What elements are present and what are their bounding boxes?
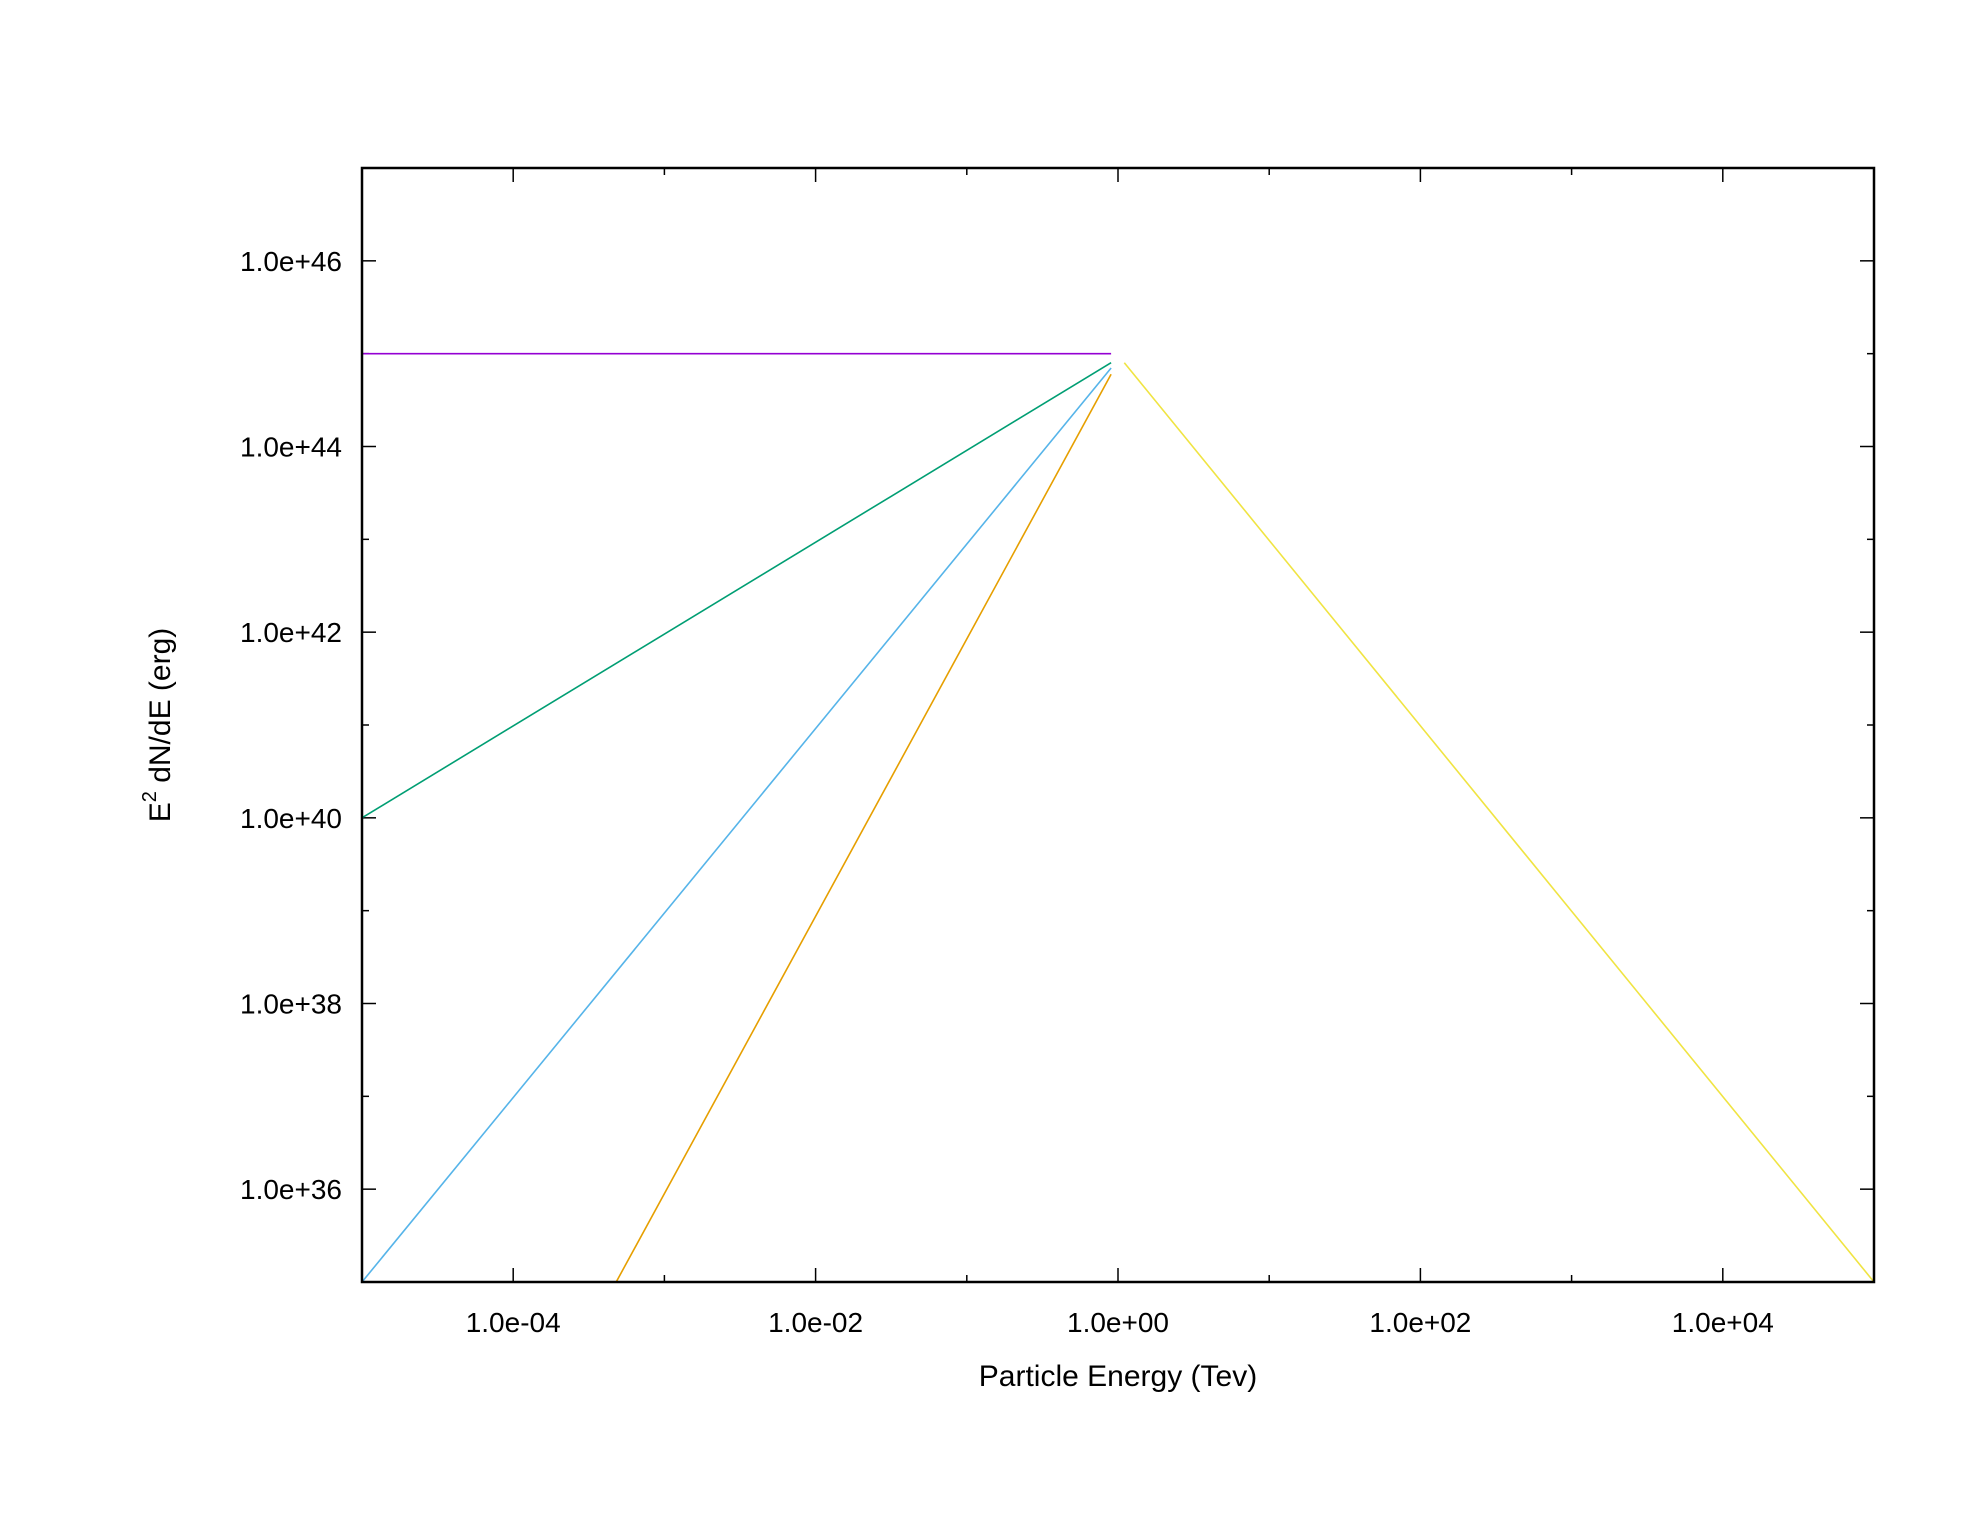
y-tick-label: 1.0e+36 (240, 1174, 342, 1205)
series-line-5 (1123, 362, 1875, 1283)
y-axis-title-superscript: 2 (139, 791, 161, 802)
y-tick-label: 1.0e+42 (240, 617, 342, 648)
x-tick-label: 1.0e+02 (1369, 1307, 1471, 1338)
series-line-3 (361, 367, 1112, 1283)
y-tick-label: 1.0e+38 (240, 989, 342, 1020)
series-line-4 (615, 373, 1112, 1283)
x-tick-label: 1.0e-04 (466, 1307, 561, 1338)
y-tick-label: 1.0e+46 (240, 246, 342, 277)
x-tick-label: 1.0e-02 (768, 1307, 863, 1338)
x-tick-labels: 1.0e-04 1.0e-02 1.0e+00 1.0e+02 1.0e+04 (466, 1307, 1774, 1338)
y-tick-label: 1.0e+40 (240, 803, 342, 834)
plot-frame (360, 166, 1876, 1284)
y-tick-label: 1.0e+44 (240, 432, 342, 463)
y-axis-title: E2 dN/dE (erg) (139, 628, 177, 823)
y-tick-labels: 1.0e+36 1.0e+38 1.0e+40 1.0e+42 1.0e+44 1.0e+… (240, 246, 342, 1205)
x-tick-label: 1.0e+00 (1067, 1307, 1169, 1338)
series-line-2 (361, 362, 1112, 819)
y-axis-title-base: E (144, 802, 177, 822)
y-axis-title-rest: dN/dE (erg) (144, 628, 177, 791)
x-tick-label: 1.0e+04 (1672, 1307, 1774, 1338)
axis-ticks (361, 167, 1875, 1283)
series-lines (361, 352, 1875, 1283)
x-axis-title: Particle Energy (Tev) (979, 1360, 1257, 1393)
